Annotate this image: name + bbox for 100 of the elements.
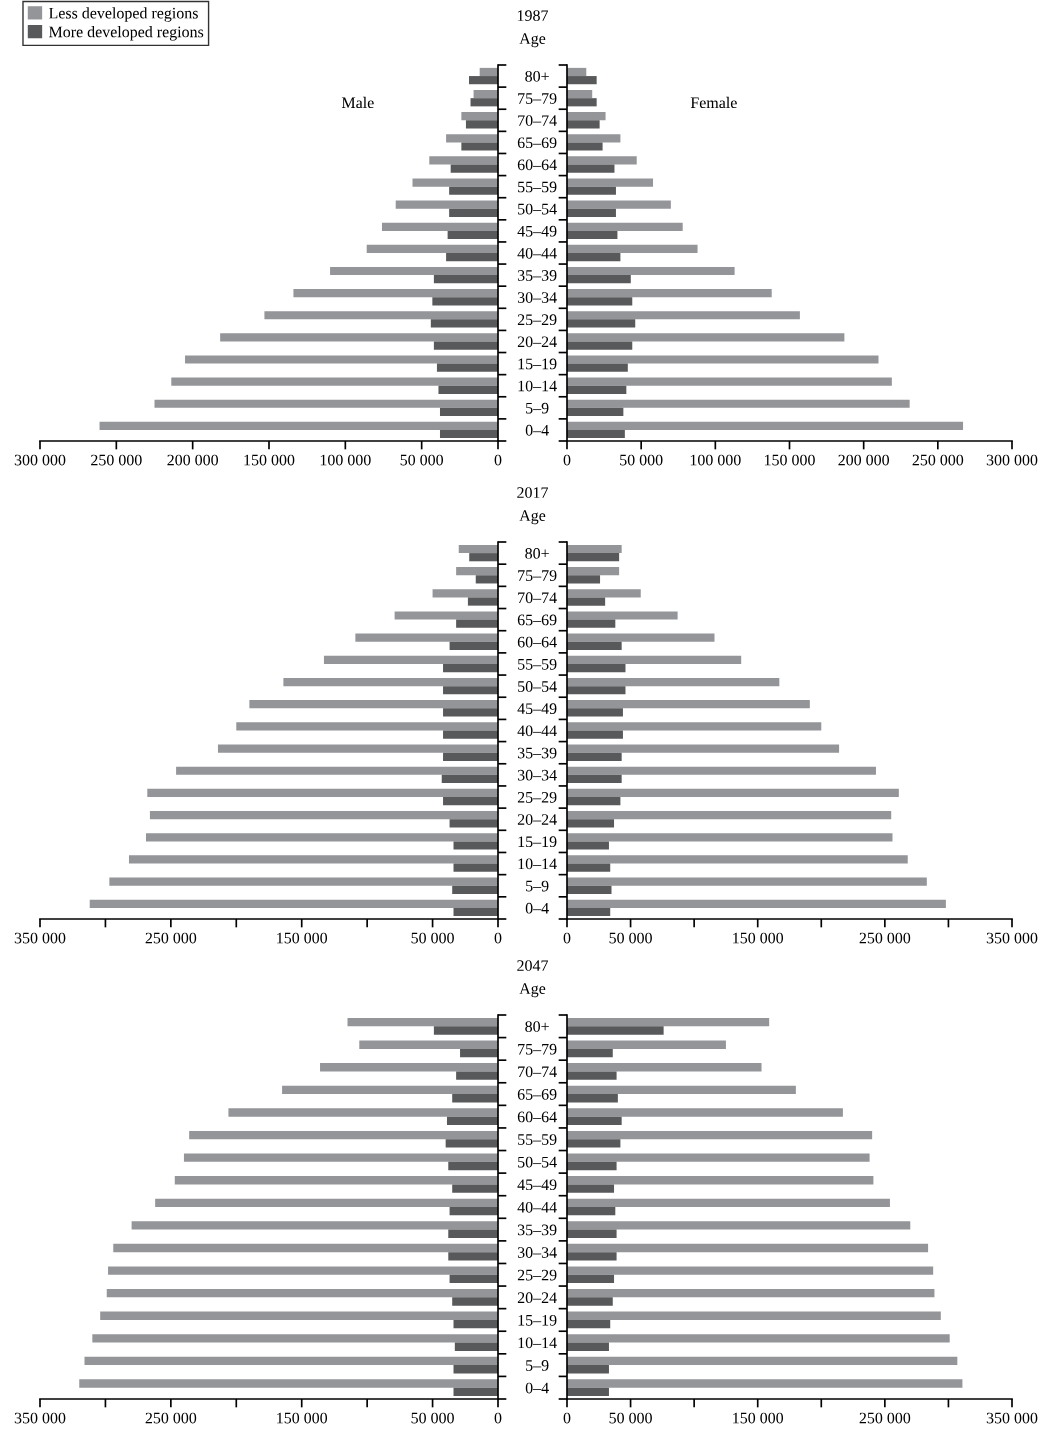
y-tick-label: 10–14 <box>518 858 557 870</box>
bar <box>567 355 879 364</box>
bar <box>145 833 498 842</box>
bar <box>283 677 498 687</box>
bar <box>567 633 715 642</box>
chart-title: 1987 <box>517 10 549 21</box>
y-tick-label: 5–9 <box>526 1360 549 1371</box>
bar <box>449 641 498 650</box>
bar <box>438 385 498 394</box>
bar <box>443 663 498 673</box>
bar <box>567 134 621 143</box>
bar <box>99 421 498 430</box>
bar <box>567 1176 874 1185</box>
y-tick-label: 20–24 <box>517 814 557 825</box>
bar <box>567 67 587 77</box>
y-tick-label: 40–44 <box>517 247 557 259</box>
bar <box>131 1221 498 1230</box>
y-tick-label: 15–19 <box>518 358 557 370</box>
bar <box>447 230 498 240</box>
bar <box>330 266 498 276</box>
x-tick-label: 150 000 <box>277 932 328 944</box>
bar <box>106 1289 498 1298</box>
bar <box>567 1387 609 1397</box>
y-tick-label: 35–39 <box>517 747 557 759</box>
bar <box>567 1198 890 1207</box>
bar <box>567 319 636 328</box>
bar <box>567 722 822 731</box>
bar <box>567 708 623 717</box>
bar <box>567 677 780 687</box>
y-tick-label: 10–14 <box>518 380 557 392</box>
bar <box>174 1176 498 1185</box>
bar <box>183 1153 498 1162</box>
x-tick-label: 350 000 <box>986 1412 1038 1424</box>
bar <box>432 589 498 598</box>
bar <box>395 200 498 209</box>
bar <box>439 429 498 439</box>
x-tick-label: 50 000 <box>609 1412 652 1424</box>
bar <box>479 67 498 77</box>
bar <box>567 1071 617 1080</box>
bar <box>567 399 910 408</box>
x-tick-label: 50 000 <box>609 932 652 944</box>
bar <box>149 811 498 820</box>
bar <box>323 655 498 664</box>
bar <box>154 399 498 408</box>
y-tick-label: 60–64 <box>517 159 557 171</box>
bar <box>567 1161 617 1171</box>
y-tick-label: 30–34 <box>517 769 557 781</box>
bar <box>468 76 498 85</box>
bar <box>567 200 671 209</box>
y-tick-label: 60–64 <box>517 1111 557 1123</box>
x-tick-label: 250 000 <box>859 932 911 944</box>
y-tick-label: 35–39 <box>517 1224 557 1236</box>
bar <box>293 289 498 298</box>
y-axis-title: Age <box>519 983 546 998</box>
bar <box>567 863 611 872</box>
annotation: Male <box>341 96 374 109</box>
bar <box>449 1274 498 1284</box>
bar <box>189 1130 498 1140</box>
bar <box>217 744 498 753</box>
legend-label: Less developed regions <box>49 7 198 22</box>
bar <box>453 863 498 872</box>
x-tick-label: 250 000 <box>91 454 142 466</box>
bar <box>567 885 612 894</box>
bar <box>456 567 498 576</box>
y-tick-label: 70–74 <box>518 592 557 604</box>
bar <box>567 407 624 417</box>
bar <box>567 363 628 372</box>
bar <box>567 89 593 99</box>
x-tick-label: 150 000 <box>244 454 295 466</box>
bar <box>475 575 498 584</box>
y-tick-label: 25–29 <box>517 1269 557 1281</box>
bar <box>228 1108 498 1117</box>
bar <box>453 841 498 850</box>
bar <box>461 112 498 121</box>
bar <box>567 833 893 842</box>
bar <box>433 275 498 284</box>
y-tick-label: 20–24 <box>517 1292 557 1304</box>
bar <box>171 377 498 386</box>
x-tick-label: 200 000 <box>838 454 890 466</box>
bar <box>220 333 498 342</box>
bar <box>567 421 964 430</box>
bar <box>443 752 498 761</box>
bar <box>448 1229 498 1238</box>
bar <box>567 788 899 798</box>
bar <box>567 1085 796 1095</box>
x-tick-label: 250 000 <box>145 1412 197 1424</box>
annotation: Female <box>690 96 737 109</box>
y-tick-label: 55–59 <box>518 1134 557 1145</box>
x-tick-label: 350 000 <box>986 932 1038 944</box>
bar <box>412 178 498 187</box>
y-axis-title: Age <box>519 33 546 48</box>
bar <box>366 244 498 253</box>
bar <box>567 1342 609 1351</box>
bar <box>236 722 498 731</box>
bar <box>567 567 620 576</box>
bar <box>567 1026 664 1035</box>
bar <box>456 619 498 628</box>
y-axis-title: Age <box>519 510 546 525</box>
bar <box>567 1252 617 1261</box>
bar <box>567 589 641 598</box>
